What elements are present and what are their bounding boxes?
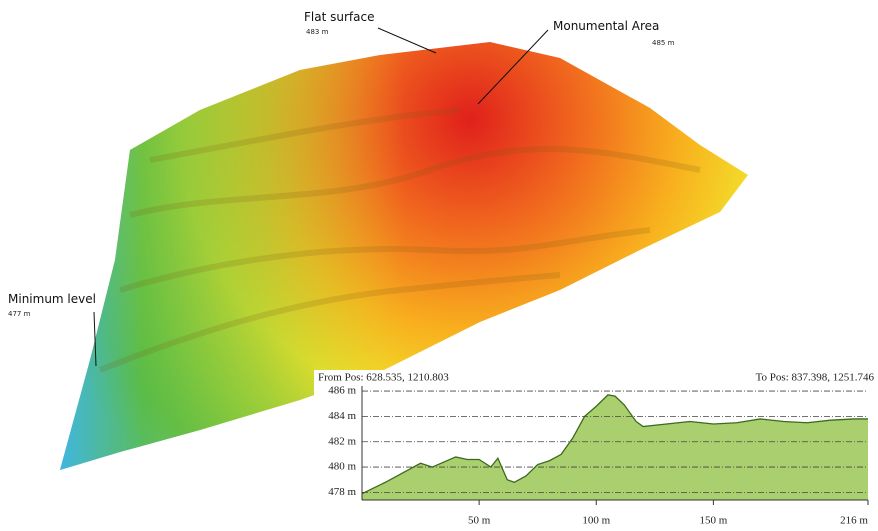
annotation-elevation: 483 m bbox=[306, 28, 329, 36]
annotation-label: Flat surface bbox=[304, 10, 374, 24]
to-label: To Pos: 837.398, 1251.746 bbox=[756, 372, 875, 384]
y-tick-label: 484 m bbox=[328, 410, 356, 422]
terrain bbox=[60, 42, 748, 470]
annotation-elevation: 485 m bbox=[652, 39, 675, 47]
y-tick-label: 480 m bbox=[328, 461, 356, 473]
from-label: From Pos: 628.535, 1210.803 bbox=[318, 372, 449, 384]
x-tick-label: 150 m bbox=[699, 515, 727, 527]
x-tick-label: 216 m bbox=[840, 515, 868, 527]
profile-area bbox=[362, 394, 868, 500]
annotations: Flat surface 483 m Monumental Area 485 m… bbox=[8, 10, 675, 367]
profile-chart: From Pos: 628.535, 1210.803 To Pos: 837.3… bbox=[314, 370, 878, 531]
y-tick-label: 478 m bbox=[328, 486, 356, 498]
x-tick-label: 100 m bbox=[582, 515, 610, 527]
y-tick-label: 486 m bbox=[328, 385, 356, 397]
annotation-elevation: 477 m bbox=[8, 310, 31, 318]
annotation-label: Monumental Area bbox=[553, 19, 659, 33]
x-tick-label: 50 m bbox=[468, 515, 491, 527]
y-tick-label: 482 m bbox=[328, 435, 356, 447]
annotation-label: Minimum level bbox=[8, 292, 96, 306]
